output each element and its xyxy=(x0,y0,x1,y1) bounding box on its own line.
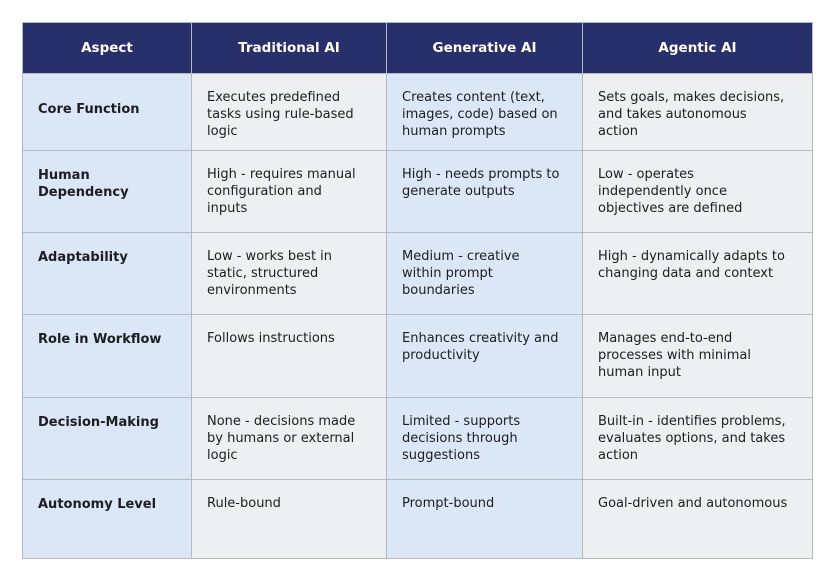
table-row: Human Dependency High - requires manual c… xyxy=(22,150,813,233)
table-cell: Built-in - identifies problems, evaluate… xyxy=(582,397,813,480)
table-cell: Enhances creativity and productivity xyxy=(386,314,583,398)
table-row: Role in Workflow Follows instructions Enha… xyxy=(22,314,813,398)
table-cell: Medium - creative within prompt boundari… xyxy=(386,232,583,315)
table-row: Autonomy Level Rule-bound Prompt-bound Goal… xyxy=(22,479,813,559)
row-label: Core Function xyxy=(22,73,192,151)
header-cell: Traditional AI xyxy=(191,22,387,74)
table-row: Decision-Making None - decisions made by … xyxy=(22,397,813,480)
table-cell: Prompt-bound xyxy=(386,479,583,559)
header-row: Aspect Traditional AI Generative AI Agentic… xyxy=(22,22,813,74)
header-cell: Aspect xyxy=(22,22,192,74)
table-cell: Low - works best in static, structured e… xyxy=(191,232,387,315)
header-cell: Generative AI xyxy=(386,22,583,74)
table-cell: Rule-bound xyxy=(191,479,387,559)
row-label: Decision-Making xyxy=(22,397,192,480)
table-cell: None - decisions made by humans or exter… xyxy=(191,397,387,480)
table-cell: Executes predefined tasks using rule-bas… xyxy=(191,73,387,151)
table-cell: Creates content (text, images, code) bas… xyxy=(386,73,583,151)
table-cell: High - dynamically adapts to changing da… xyxy=(582,232,813,315)
row-label: Adaptability xyxy=(22,232,192,315)
row-label: Autonomy Level xyxy=(22,479,192,559)
row-label: Human Dependency xyxy=(22,150,192,233)
table-row: Core Function Executes predefined tasks u… xyxy=(22,73,813,151)
table-cell: Manages end-to-end processes with minima… xyxy=(582,314,813,398)
table-container: Aspect Traditional AI Generative AI Agentic… xyxy=(22,22,813,559)
table-cell: Limited - supports decisions through sug… xyxy=(386,397,583,480)
table-cell: Sets goals, makes decisions, and takes a… xyxy=(582,73,813,151)
table-cell: High - requires manual configuration and… xyxy=(191,150,387,233)
table-cell: Follows instructions xyxy=(191,314,387,398)
table-cell: High - needs prompts to generate outputs xyxy=(386,150,583,233)
table-row: Adaptability Low - works best in static, … xyxy=(22,232,813,315)
comparison-table: Aspect Traditional AI Generative AI Agentic… xyxy=(22,22,813,559)
table-cell: Goal-driven and autonomous xyxy=(582,479,813,559)
row-label: Role in Workflow xyxy=(22,314,192,398)
header-cell: Agentic AI xyxy=(582,22,813,74)
table-cell: Low - operates independently once object… xyxy=(582,150,813,233)
